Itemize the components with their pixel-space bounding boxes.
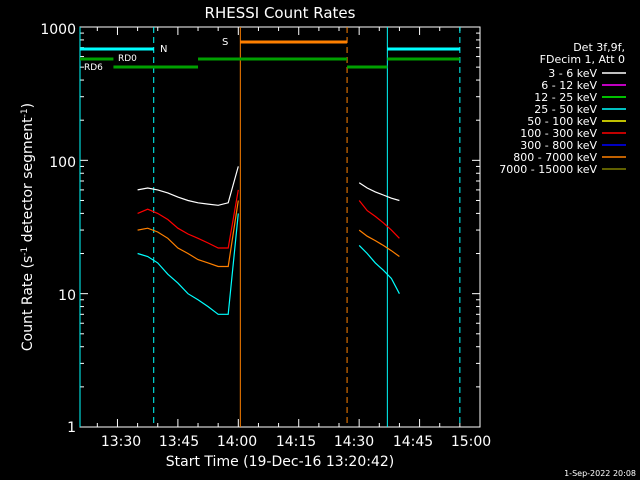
rd6-flag-label: RD6 <box>84 63 103 73</box>
series-line <box>137 166 239 206</box>
series-line <box>358 229 400 257</box>
x-axis-ticks: 13:30 13:45 14:00 14:15 14:30 14:45 15:0… <box>101 434 491 450</box>
x-tick-label: 14:30 <box>334 434 374 450</box>
x-axis-label: Start Time (19-Dec-16 13:20:42) <box>166 454 394 470</box>
series-line <box>358 244 400 294</box>
legend-label: 300 - 800 keV <box>520 139 597 152</box>
y-axis-label: Count Rate (s-1 detector segment-1) <box>20 103 36 351</box>
y-axis-label-superscript: -1 <box>20 247 30 256</box>
legend-label: 7000 - 15000 keV <box>499 163 597 176</box>
series-line <box>358 182 400 202</box>
y-axis-ticks: 1 10 100 1000 <box>40 22 76 436</box>
series-line <box>137 200 239 268</box>
y-tick-label: 1000 <box>40 22 76 38</box>
observing-flags: N S RD0 RD6 <box>84 37 228 73</box>
y-axis-label-superscript: -1 <box>20 108 30 117</box>
x-tick-label: 13:30 <box>101 434 141 450</box>
y-axis-label-part: detector segment <box>20 117 36 247</box>
y-tick-label: 100 <box>49 155 76 171</box>
legend-label: 3 - 6 keV <box>548 67 597 80</box>
x-tick-label: 14:45 <box>393 434 433 450</box>
night-flag-label: N <box>160 44 167 55</box>
legend: Det 3f,9f, FDecim 1, Att 0 <box>540 41 625 66</box>
series-line <box>137 213 239 315</box>
series-line <box>137 189 239 249</box>
saa-flag-label: S <box>222 37 228 48</box>
rd0-flag-label: RD0 <box>118 54 137 64</box>
legend-label: 50 - 100 keV <box>527 115 597 128</box>
plot-timestamp: 1-Sep-2022 20:08 <box>564 469 636 478</box>
chart-title: RHESSI Count Rates <box>205 4 356 22</box>
legend-label: 100 - 300 keV <box>520 127 597 140</box>
legend-header: FDecim 1, Att 0 <box>540 53 625 66</box>
y-axis-label-part: ) <box>20 103 36 108</box>
plot-frame <box>79 26 481 428</box>
x-tick-label: 14:00 <box>217 434 257 450</box>
legend-label: 800 - 7000 keV <box>513 151 597 164</box>
y-tick-label: 1 <box>67 420 76 436</box>
x-tick-label: 13:45 <box>159 434 199 450</box>
y-axis-label-part: Count Rate (s <box>20 256 36 351</box>
x-tick-label: 14:15 <box>276 434 316 450</box>
series-line <box>358 200 400 239</box>
x-tick-label: 15:00 <box>451 434 491 450</box>
legend-label: 6 - 12 keV <box>541 79 597 92</box>
legend-label: 25 - 50 keV <box>534 103 597 116</box>
y-tick-label: 10 <box>58 288 76 304</box>
legend-header: Det 3f,9f, <box>573 41 625 54</box>
legend-label: 12 - 25 keV <box>534 91 597 104</box>
